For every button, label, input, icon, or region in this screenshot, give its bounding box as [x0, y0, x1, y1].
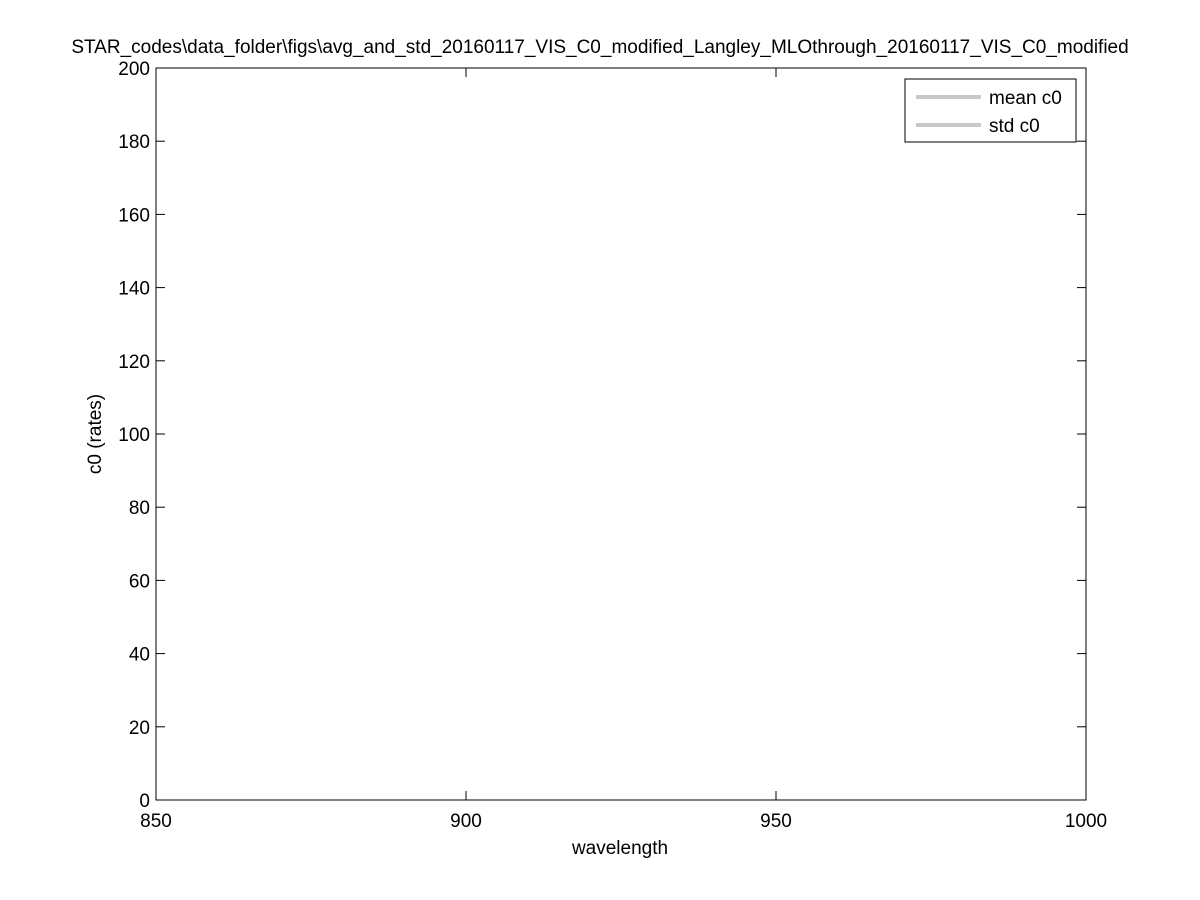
legend-label: std c0: [989, 116, 1040, 137]
x-axis: 850 900 950 1000: [140, 68, 1107, 832]
x-tick-label: 1000: [1065, 811, 1107, 832]
legend-entries: mean c0 std c0: [916, 88, 1062, 137]
y-tick-label: 40: [129, 645, 150, 666]
x-tick-label: 900: [450, 811, 482, 832]
chart-title: STAR_codes\data_folder\figs\avg_and_std_…: [71, 37, 1128, 58]
legend: mean c0 std c0: [904, 78, 1077, 143]
y-tick-label: 200: [118, 59, 150, 80]
y-tick-label: 80: [129, 498, 150, 519]
x-axis-label: wavelength: [571, 838, 668, 859]
plot-area: [155, 67, 1087, 801]
y-tick-label: 180: [118, 132, 150, 153]
y-axis: 0 20 40 60 80 100 120 140 160 180 200: [118, 59, 1086, 812]
y-axis-label: c0 (rates): [85, 394, 106, 474]
y-tick-label: 140: [118, 279, 150, 300]
y-tick-label: 0: [139, 791, 150, 812]
y-tick-label: 100: [118, 425, 150, 446]
y-tick-label: 120: [118, 352, 150, 373]
y-tick-label: 160: [118, 205, 150, 226]
y-tick-label: 20: [129, 718, 150, 739]
legend-label: mean c0: [989, 88, 1062, 109]
x-tick-label: 850: [140, 811, 172, 832]
y-tick-label: 60: [129, 571, 150, 592]
x-tick-label: 950: [760, 811, 792, 832]
legend-box: [904, 78, 1077, 143]
